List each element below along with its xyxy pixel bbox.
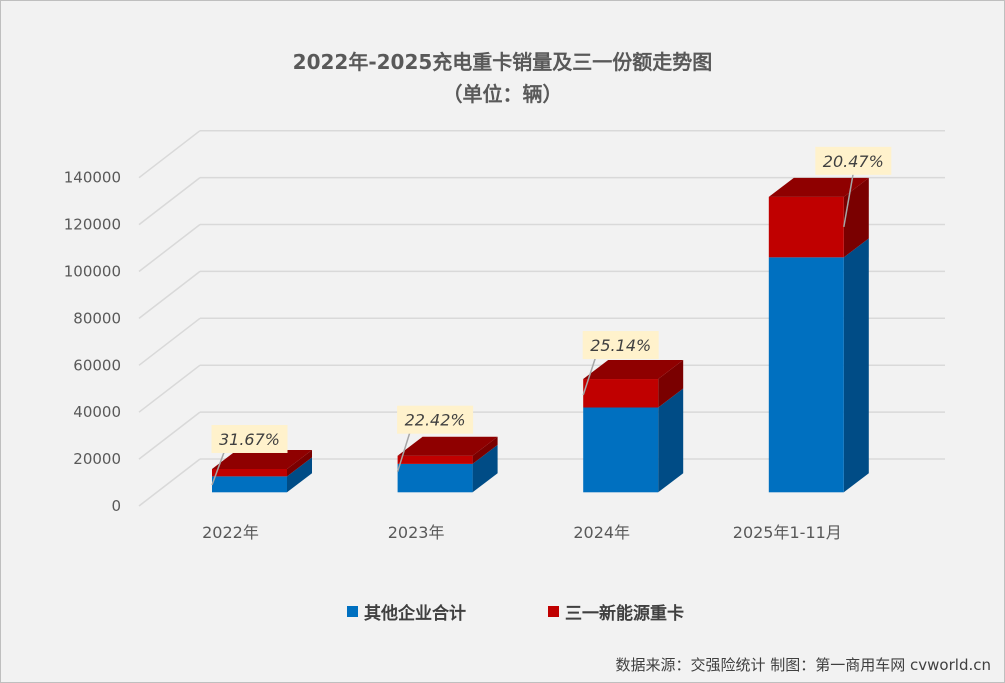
x-category-label: 2023年	[388, 523, 445, 542]
legend-label: 其他企业合计	[364, 604, 466, 624]
data-label-box	[582, 331, 659, 360]
bar-side-sany	[658, 360, 684, 408]
bar-group-1	[397, 436, 498, 493]
data-label-box	[397, 405, 474, 434]
legend-swatch-blue	[347, 606, 358, 617]
data-label-box	[815, 146, 892, 175]
bar-top	[583, 360, 684, 380]
bar-side-sany	[287, 449, 312, 477]
y-tick-label: 140000	[64, 169, 121, 187]
bar-top	[212, 449, 312, 469]
legend-item-others: 其他企业合计	[347, 599, 466, 624]
side-gridline	[138, 458, 201, 507]
bar-others	[397, 463, 473, 493]
bar-side-others	[287, 457, 312, 493]
x-category-label: 2022年	[202, 523, 259, 542]
side-gridline	[138, 177, 201, 226]
leader-line	[843, 172, 855, 227]
data-label: 20.47%	[823, 152, 884, 171]
bar-side-sany	[843, 177, 869, 258]
bar-top	[397, 436, 498, 456]
chart-title: 2022年-2025充电重卡销量及三一份额走势图	[292, 50, 713, 74]
x-category-label: 2025年1-11月	[733, 523, 842, 542]
bar-group-0	[212, 449, 312, 493]
data-label: 31.67%	[219, 430, 280, 449]
side-gridline	[138, 411, 201, 460]
legend-label: 三一新能源重卡	[565, 604, 684, 624]
data-label: 22.42%	[405, 411, 466, 430]
legend-swatch-red	[548, 606, 559, 617]
leader-line	[396, 431, 411, 472]
bar-side-others	[472, 444, 498, 493]
x-category-label: 2024年	[573, 523, 630, 542]
data-label-box	[211, 424, 288, 453]
bar-sany	[768, 196, 844, 258]
bar-sany	[583, 379, 659, 408]
side-gridline	[138, 130, 201, 179]
leader-line	[211, 450, 226, 486]
y-tick-label: 60000	[73, 356, 121, 374]
data-label: 25.14%	[590, 336, 651, 355]
bar-group-3	[768, 177, 869, 493]
chart-subtitle: （单位：辆）	[442, 82, 563, 106]
bar-others	[583, 407, 659, 493]
side-gridline	[138, 270, 201, 319]
y-tick-label: 100000	[64, 263, 121, 281]
y-tick-label: 20000	[73, 450, 121, 468]
side-gridline	[138, 223, 201, 273]
bar-sany	[212, 468, 287, 477]
bar-side-others	[843, 238, 869, 493]
y-tick-label: 40000	[73, 403, 121, 421]
side-gridline	[138, 364, 201, 413]
bar-top	[768, 177, 869, 197]
y-tick-label: 80000	[73, 309, 121, 327]
source-note: 数据来源：交强险统计 制图：第一商用车网 cvworld.cn	[615, 656, 992, 674]
legend-item-sany: 三一新能源重卡	[548, 599, 684, 624]
bar-others	[212, 476, 287, 493]
y-tick-label: 0	[111, 497, 121, 515]
bar-group-2	[583, 360, 684, 493]
side-gridline	[138, 317, 201, 366]
bar-side-others	[658, 388, 684, 493]
leader-line	[582, 356, 597, 396]
bar-sany	[397, 455, 473, 464]
bar-side-sany	[472, 436, 498, 464]
y-tick-label: 120000	[64, 216, 121, 234]
bar-others	[768, 257, 844, 493]
